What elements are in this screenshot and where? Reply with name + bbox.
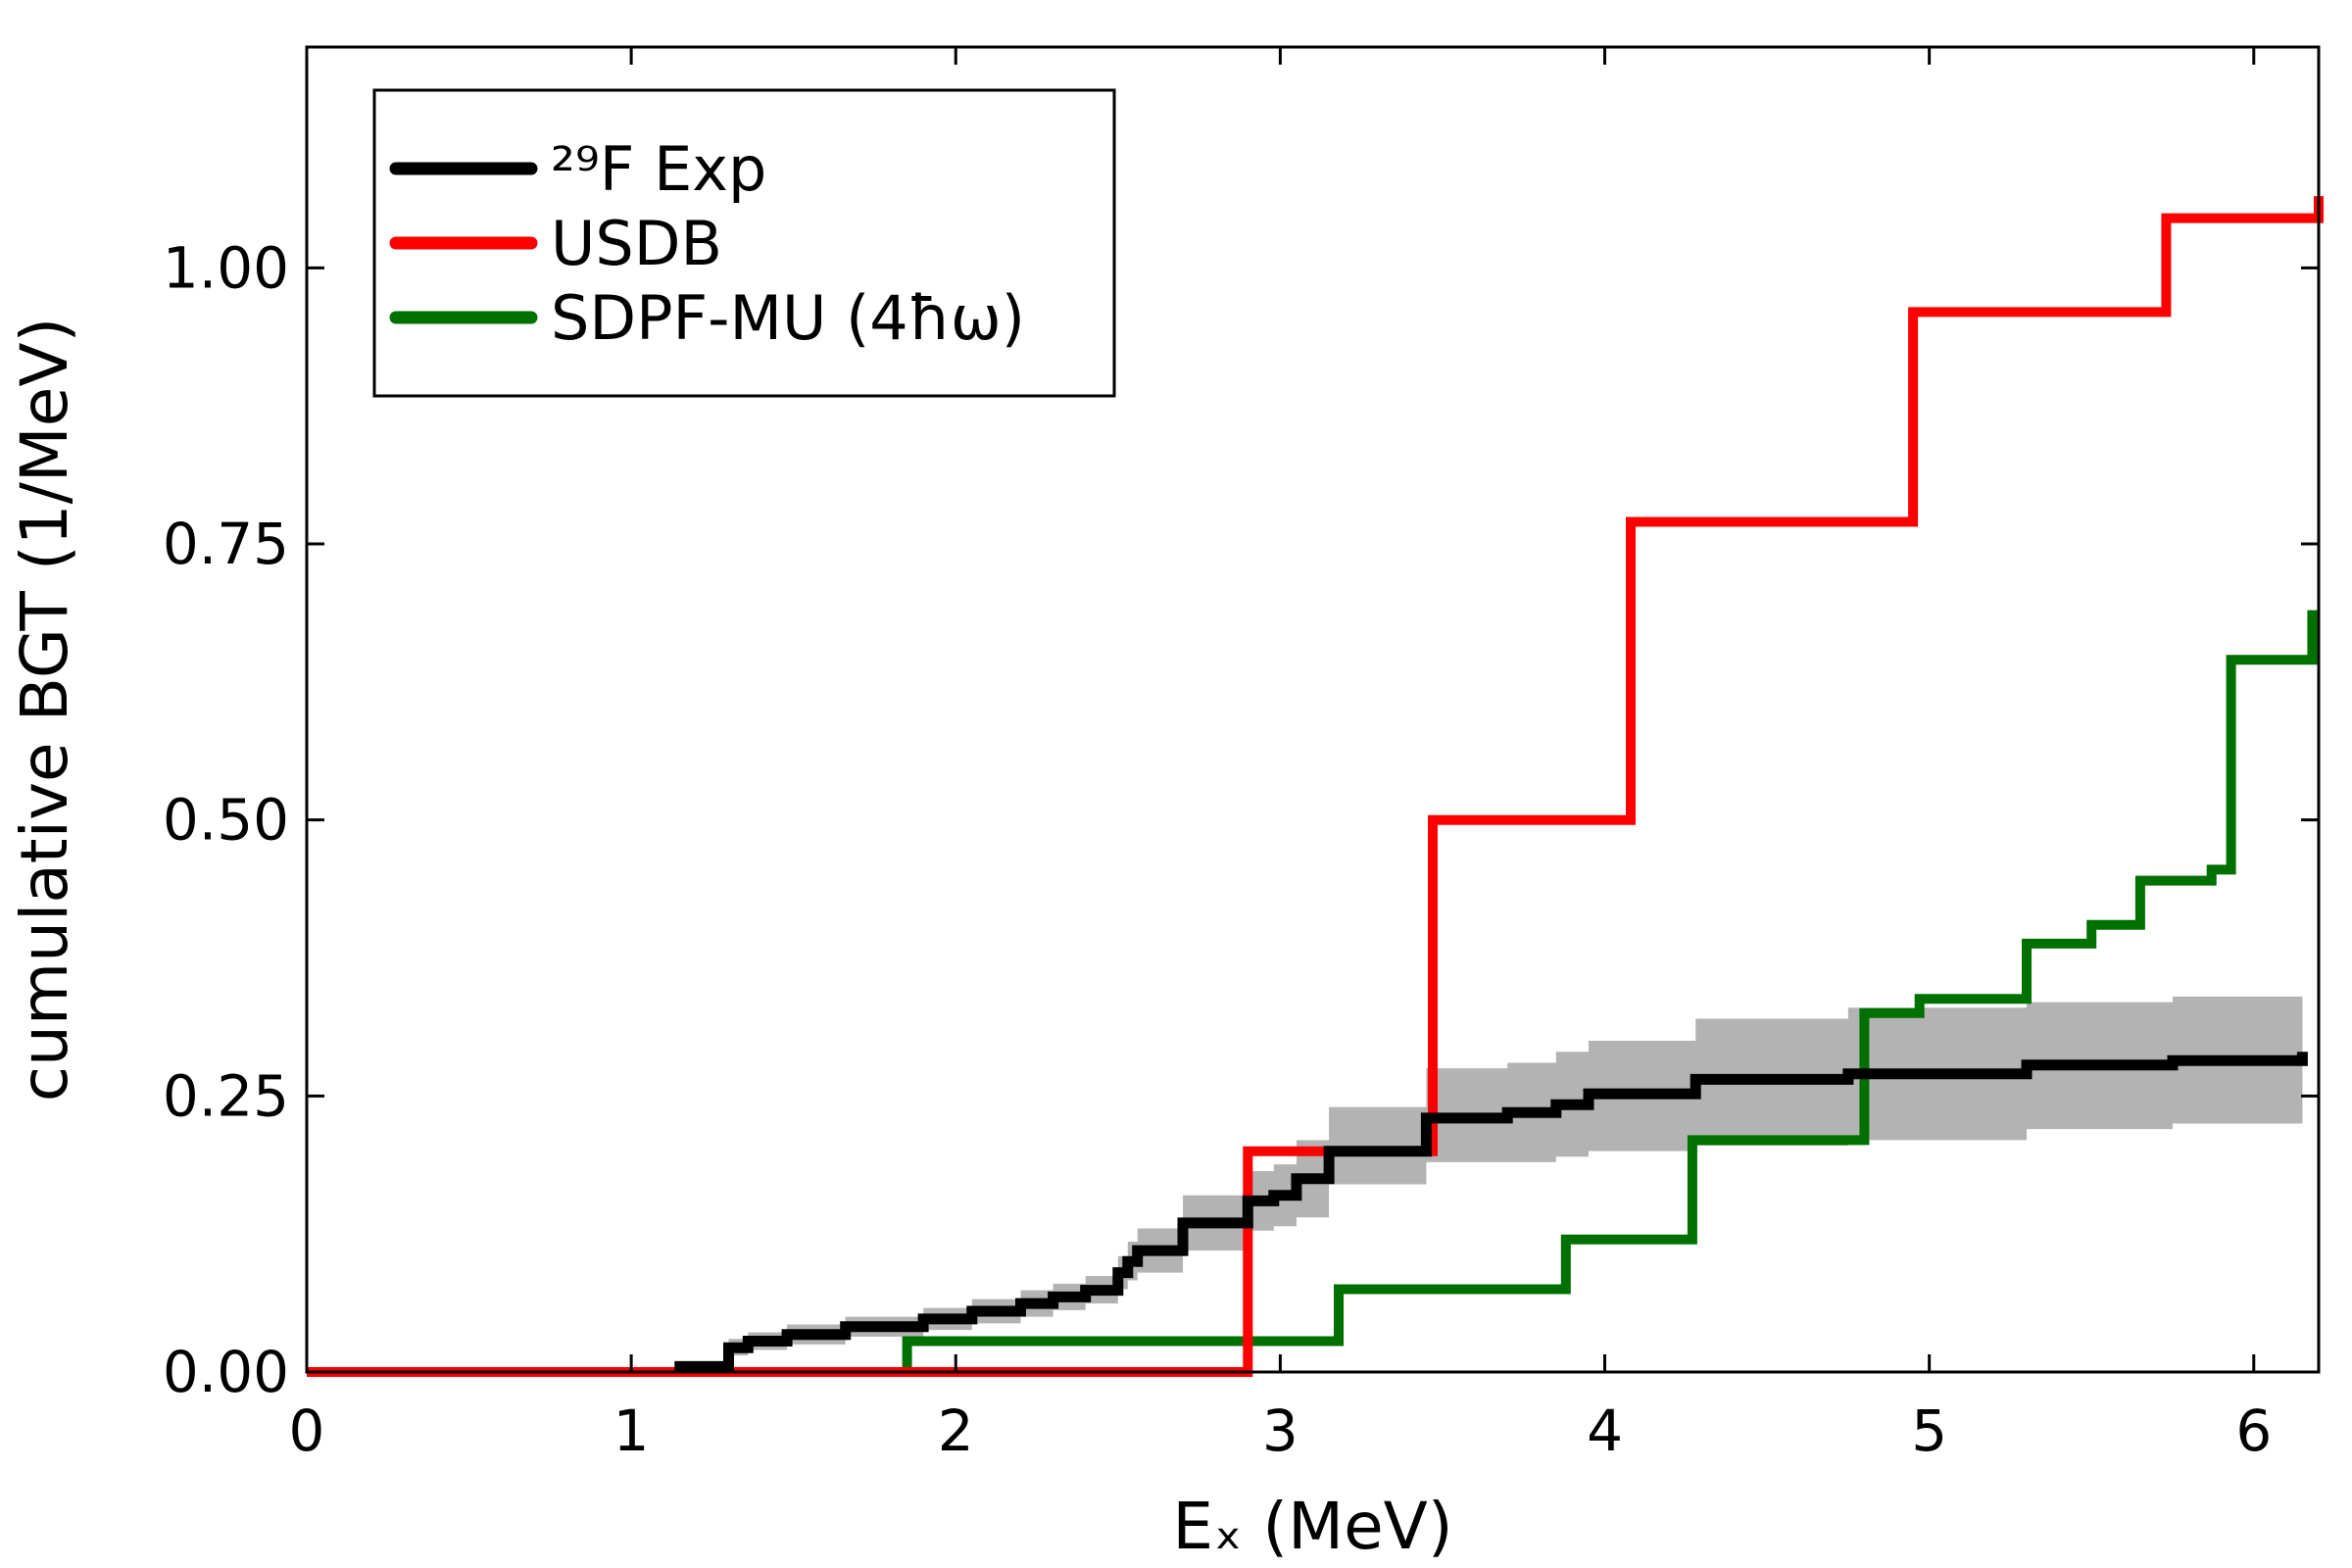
x-tick-label: 2 xyxy=(938,1397,974,1464)
y-axis-title: cumulative BGT (1/MeV) xyxy=(7,318,82,1102)
y-tick-label: 1.00 xyxy=(163,234,289,301)
series-layer xyxy=(307,196,2324,1377)
x-tick-label: 6 xyxy=(2235,1397,2272,1464)
x-tick-label: 4 xyxy=(1587,1397,1623,1464)
legend-label: SDPF-MU (4ħω) xyxy=(551,282,1025,354)
series-line-exp xyxy=(674,1052,2308,1372)
y-tick-label: 0.00 xyxy=(163,1339,289,1405)
x-axis-title: Eₓ (MeV) xyxy=(1172,1489,1452,1564)
plot-frame xyxy=(305,45,2321,1374)
x-tick-label: 5 xyxy=(1911,1397,1947,1464)
x-tick-label: 3 xyxy=(1262,1397,1298,1464)
y-tick-label: 0.75 xyxy=(163,511,289,577)
exp-error-band xyxy=(679,996,2303,1370)
series-line-usdb xyxy=(307,196,2324,1377)
error-band-layer xyxy=(679,996,2303,1370)
x-tick-label: 1 xyxy=(613,1397,650,1464)
legend-label: ²⁹F Exp xyxy=(551,133,766,205)
y-tick-label: 0.25 xyxy=(163,1062,289,1129)
y-tick-label: 0.50 xyxy=(163,787,289,854)
legend-label: USDB xyxy=(551,208,722,279)
tick-layer: 0 1 2 3 4 5 6 0.00 0.25 0.50 0.75 1.00 xyxy=(163,47,2319,1464)
x-tick-label: 0 xyxy=(289,1397,325,1464)
series-line-sdpf-mu xyxy=(495,610,2318,1377)
